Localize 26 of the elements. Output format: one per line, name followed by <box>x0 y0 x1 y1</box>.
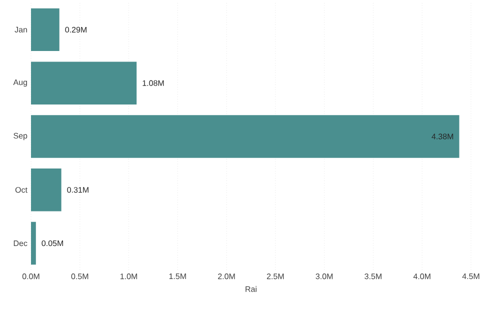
y-tick-label: Dec <box>14 240 28 246</box>
data-label: 0.05M <box>42 240 63 246</box>
x-tick-label: 3.0M <box>316 274 333 280</box>
y-tick-label: Jan <box>14 26 27 32</box>
x-tick-label: 2.5M <box>266 274 284 280</box>
bar <box>31 115 460 158</box>
data-label: 0.29M <box>65 26 86 33</box>
data-label: 0.31M <box>67 187 88 193</box>
y-tick-label: Sep <box>14 132 28 140</box>
y-tick-label: Oct <box>15 187 28 193</box>
bar <box>31 222 36 265</box>
x-axis-title: Rai <box>246 286 256 292</box>
data-label: 4.38M <box>432 134 454 140</box>
bar <box>31 168 62 212</box>
bar <box>31 62 137 104</box>
x-tick-label: 2.0M <box>218 274 235 280</box>
x-tick-label: 1.5M <box>169 274 186 280</box>
x-tick-label: 3.5M <box>364 274 382 280</box>
x-tick-label: 4.5M <box>462 274 480 280</box>
bar <box>31 8 60 52</box>
x-tick-label: 0.0M <box>22 274 40 280</box>
data-label: 1.08M <box>142 80 164 86</box>
y-tick-label: Aug <box>13 80 27 87</box>
x-tick-label: 4.0M <box>413 274 430 280</box>
x-tick-label: 1.0M <box>120 274 138 280</box>
x-tick-label: 0.5M <box>71 274 88 280</box>
